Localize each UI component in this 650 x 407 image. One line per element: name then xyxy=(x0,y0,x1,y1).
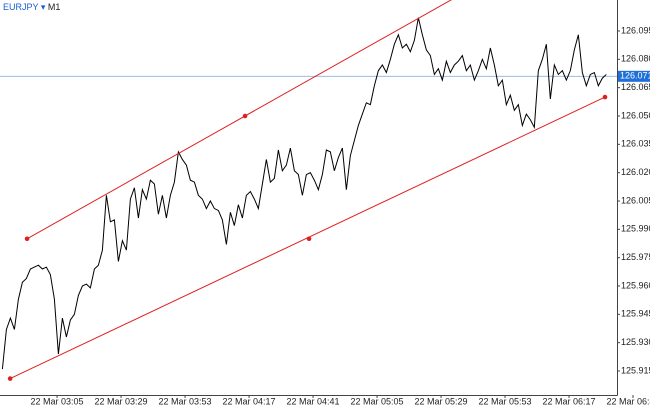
x-tick-label: 22 Mar 04:17 xyxy=(223,396,276,406)
symbol: EURJPY xyxy=(3,2,39,12)
timeframe: M1 xyxy=(47,2,61,12)
last-price-label: 126.071 xyxy=(620,71,650,81)
symbol-label[interactable]: EURJPY ▾ M1 xyxy=(3,2,61,12)
x-tick-label: 22 Mar 04:41 xyxy=(287,396,340,406)
y-tick-label: 126.035 xyxy=(621,139,650,149)
trendline-point xyxy=(24,236,30,242)
y-tick-label: 125.990 xyxy=(621,224,650,234)
y-tick-label: 126.095 xyxy=(621,25,650,35)
y-tick-label: 125.945 xyxy=(621,309,650,319)
trendline-point xyxy=(7,376,13,381)
x-tick-label: 22 Mar 03:29 xyxy=(95,396,148,406)
x-tick-label: 22 Mar 05:05 xyxy=(351,396,404,406)
trendline xyxy=(26,0,452,240)
trendline-point xyxy=(306,236,312,242)
x-tick-label: 22 Mar 05:53 xyxy=(478,396,531,406)
y-tick-label: 125.915 xyxy=(621,365,650,375)
y-tick-label: 125.960 xyxy=(621,280,650,290)
x-tick-label: 22 Mar 05:29 xyxy=(414,396,467,406)
y-tick-label: 126.020 xyxy=(621,167,650,177)
trendline-point xyxy=(602,94,608,100)
y-tick-label: 125.975 xyxy=(621,252,650,262)
y-tick-label: 126.050 xyxy=(621,110,650,120)
y-tick-label: 126.065 xyxy=(621,82,650,92)
y-tick-label: 126.080 xyxy=(621,54,650,64)
last-price-box xyxy=(618,70,650,82)
trendline-point xyxy=(242,113,248,119)
x-tick-label: 22 Mar 06:17 xyxy=(542,396,595,406)
x-tick-label: 22 Mar 03:53 xyxy=(159,396,212,406)
price-line xyxy=(1,17,607,370)
x-tick-label: 22 Mar 03:05 xyxy=(31,396,84,406)
y-tick-label: 125.930 xyxy=(621,337,650,347)
y-tick-label: 126.005 xyxy=(621,195,650,205)
x-tick-label: 22 Mar 06:41 xyxy=(606,396,650,406)
